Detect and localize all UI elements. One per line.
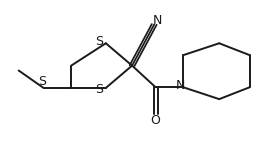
Text: S: S — [95, 35, 103, 48]
Text: S: S — [95, 83, 103, 96]
Text: O: O — [151, 114, 160, 127]
Text: N: N — [153, 14, 162, 27]
Text: N: N — [176, 79, 185, 92]
Text: S: S — [38, 75, 46, 88]
